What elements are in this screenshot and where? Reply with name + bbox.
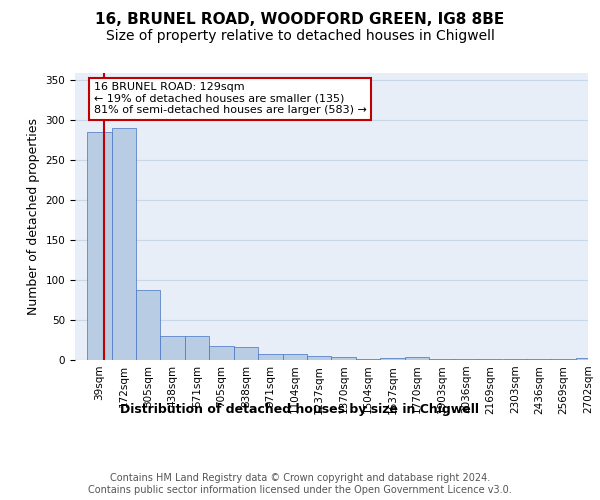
Bar — [331, 357, 356, 360]
Bar — [112, 128, 136, 360]
Bar — [380, 358, 405, 360]
Bar — [234, 347, 258, 360]
Bar — [356, 359, 380, 360]
Text: Size of property relative to detached houses in Chigwell: Size of property relative to detached ho… — [106, 29, 494, 43]
Bar — [429, 359, 454, 360]
Bar — [185, 336, 209, 360]
Text: Distribution of detached houses by size in Chigwell: Distribution of detached houses by size … — [121, 402, 479, 415]
Bar — [454, 359, 478, 360]
Bar — [160, 336, 185, 360]
Bar — [478, 359, 502, 360]
Y-axis label: Number of detached properties: Number of detached properties — [27, 118, 40, 315]
Bar — [527, 359, 551, 360]
Text: 16 BRUNEL ROAD: 129sqm
← 19% of detached houses are smaller (135)
81% of semi-de: 16 BRUNEL ROAD: 129sqm ← 19% of detached… — [94, 82, 367, 116]
Bar — [503, 359, 527, 360]
Bar — [258, 354, 283, 360]
Bar — [576, 358, 600, 360]
Bar — [405, 357, 429, 360]
Bar — [87, 132, 112, 360]
Bar — [209, 346, 234, 360]
Text: Contains HM Land Registry data © Crown copyright and database right 2024.
Contai: Contains HM Land Registry data © Crown c… — [88, 474, 512, 495]
Bar — [551, 359, 576, 360]
Bar — [283, 354, 307, 360]
Bar — [136, 290, 160, 360]
Bar — [307, 356, 331, 360]
Text: 16, BRUNEL ROAD, WOODFORD GREEN, IG8 8BE: 16, BRUNEL ROAD, WOODFORD GREEN, IG8 8BE — [95, 12, 505, 28]
